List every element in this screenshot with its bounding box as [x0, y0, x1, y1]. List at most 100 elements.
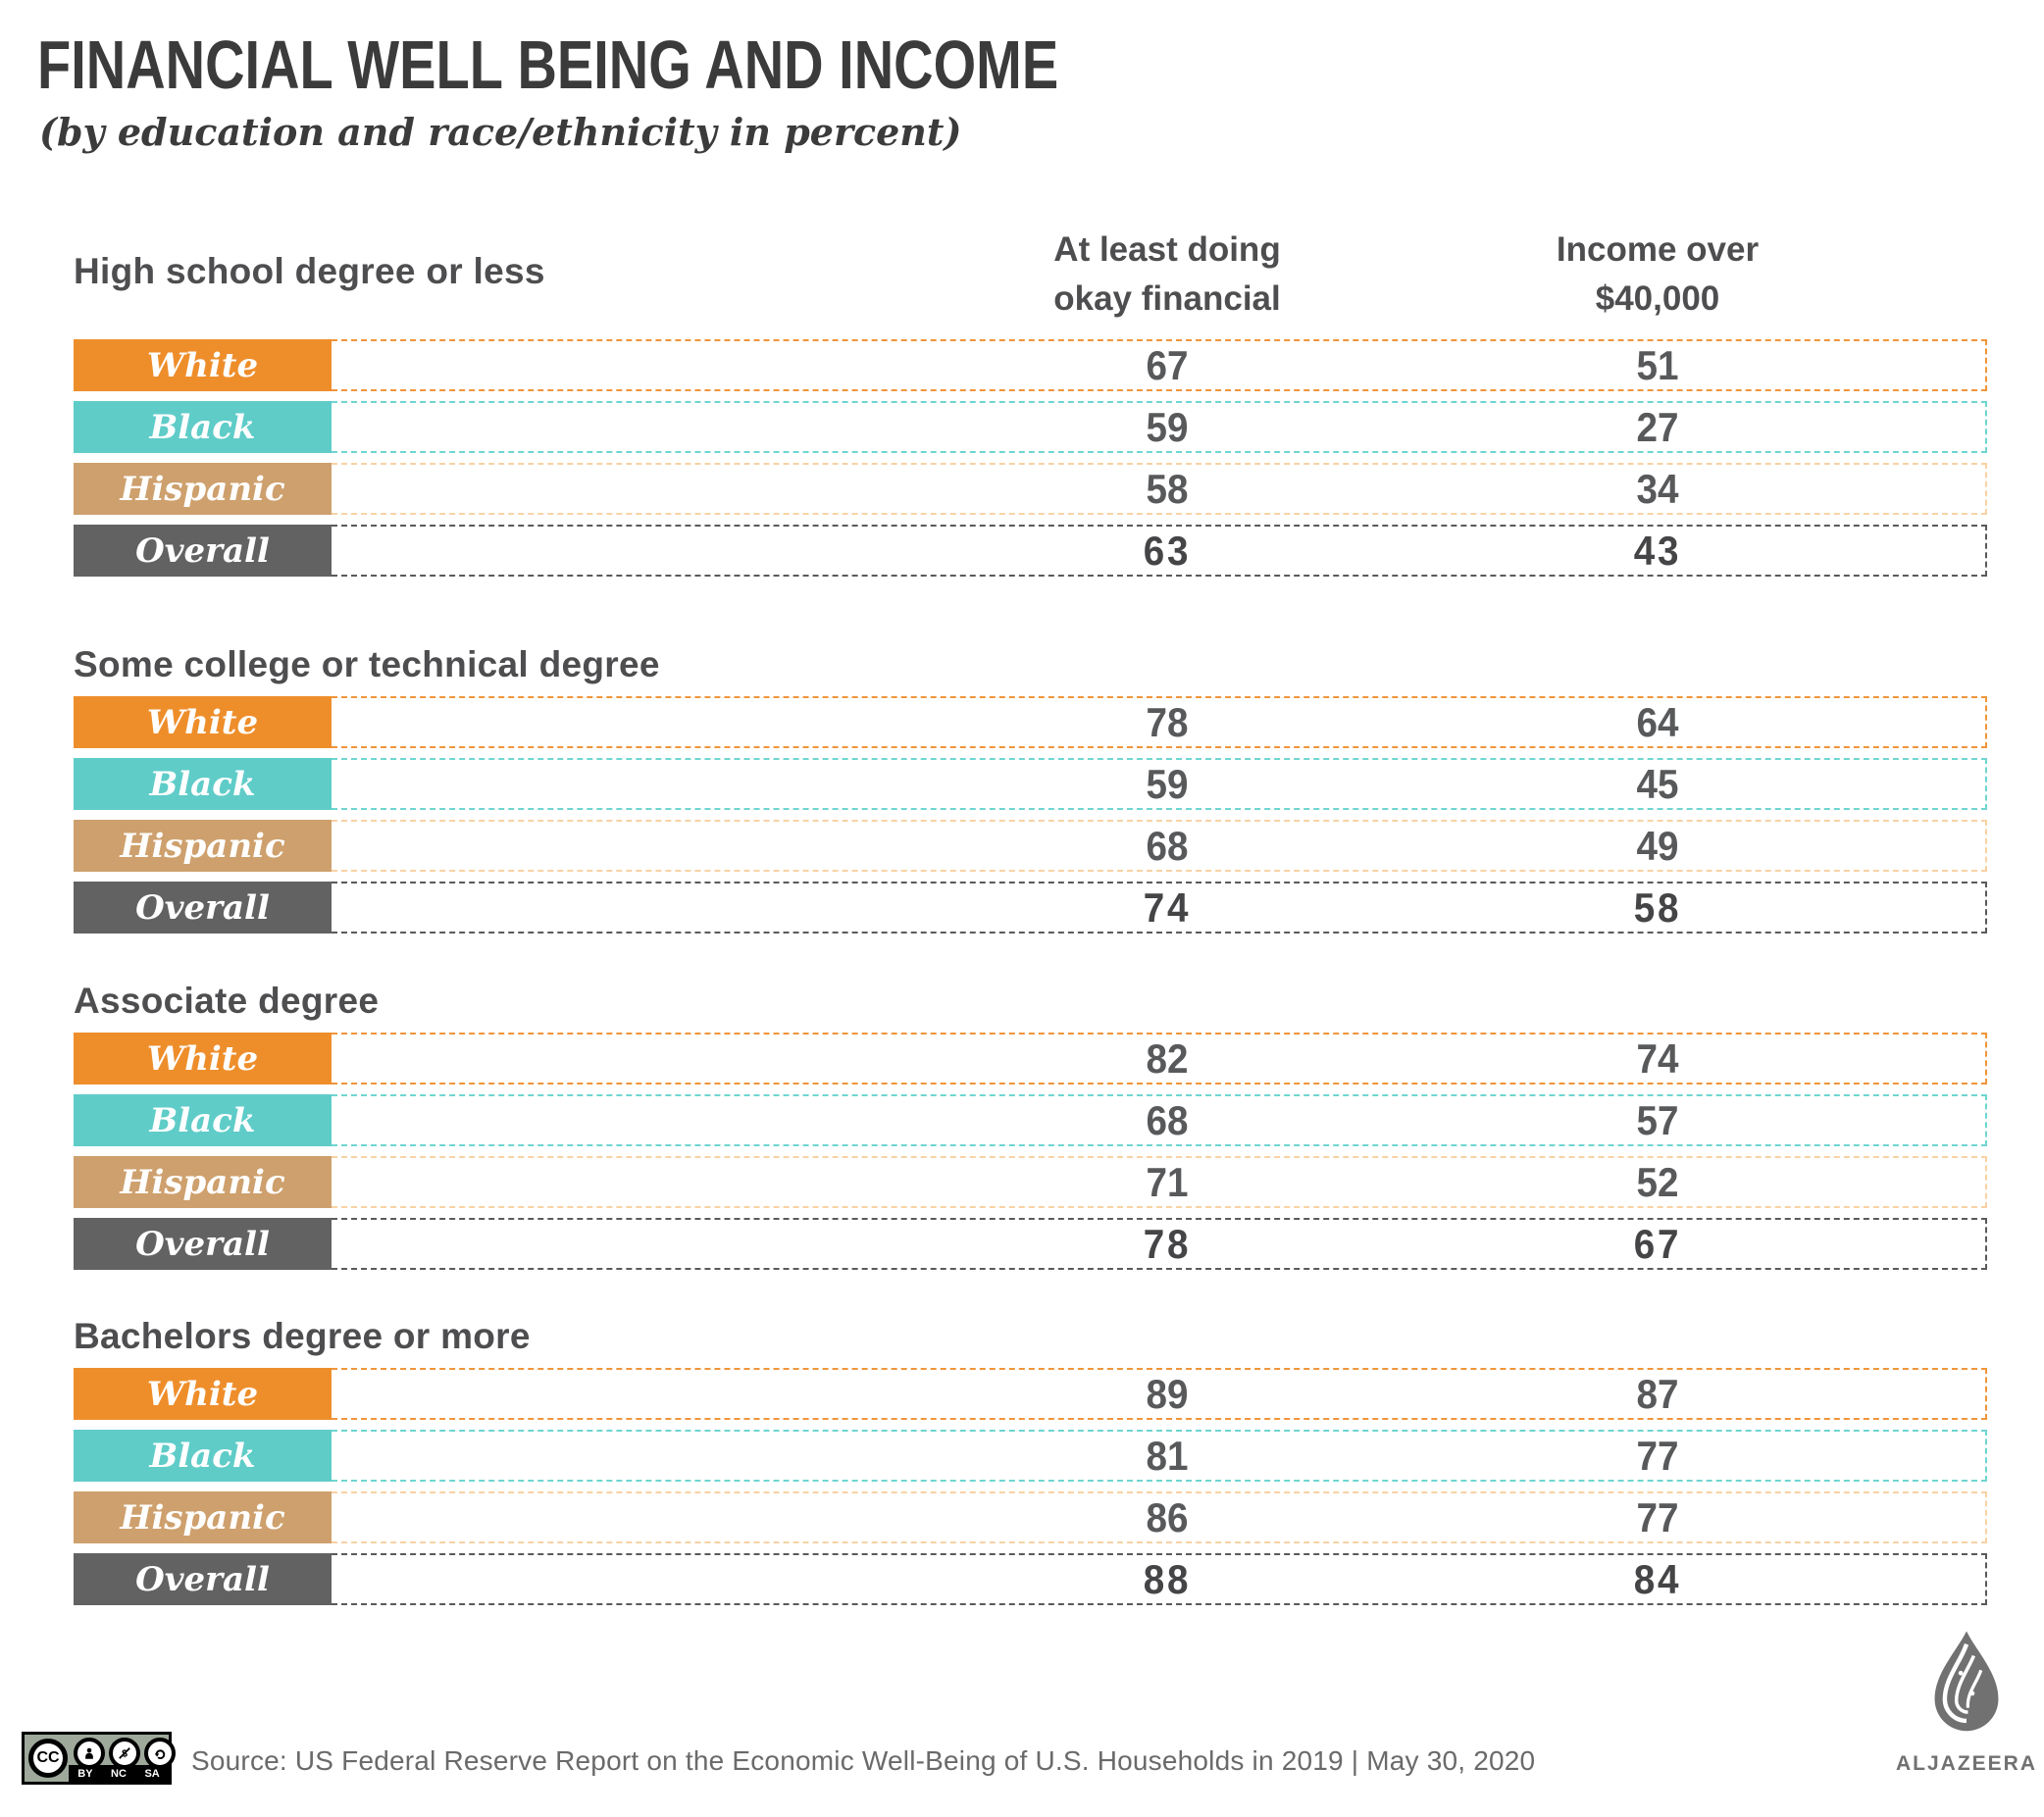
value-income-over-40k: 51 [1636, 341, 1679, 388]
cc-license-labels: BY NC SA [69, 1765, 169, 1782]
value-okay-financial: 59 [1146, 760, 1189, 807]
value-income-over-40k: 77 [1636, 1432, 1679, 1479]
value-okay-financial: 78 [1146, 698, 1189, 745]
row-label: White [74, 1368, 332, 1420]
row-label: Hispanic [74, 463, 332, 515]
value-income-over-40k: 64 [1636, 698, 1679, 745]
row-dashed-outline [332, 1491, 1987, 1543]
value-okay-financial: 86 [1146, 1493, 1189, 1540]
row-label: Overall [74, 882, 332, 934]
section-title-bachelors: Bachelors degree or more [74, 1316, 531, 1356]
value-income-over-40k: 27 [1636, 403, 1679, 450]
value-okay-financial: 78 [1143, 1220, 1192, 1267]
table-row-hispanic: Hispanic 68 49 [74, 820, 1987, 872]
table-row-white: White 67 51 [74, 339, 1987, 391]
row-dashed-outline [332, 882, 1987, 934]
row-label: Overall [74, 1553, 332, 1605]
aljazeera-wordmark: ALJAZEERA [1895, 1752, 2037, 1775]
table-row-overall: Overall 88 84 [74, 1553, 1987, 1605]
row-label: White [74, 696, 332, 748]
value-okay-financial: 63 [1143, 527, 1192, 574]
row-label: Black [74, 1094, 332, 1146]
row-dashed-outline [332, 1430, 1987, 1482]
row-dashed-outline [332, 525, 1987, 577]
column-header-income-over-40k: Income over $40,000 [1556, 230, 1760, 318]
row-label: Hispanic [74, 1156, 332, 1208]
cc-nc-no-dollar-icon: $ [109, 1738, 140, 1769]
section-title-high-school: High school degree or less [74, 251, 545, 291]
row-label: Overall [74, 1218, 332, 1270]
value-okay-financial: 71 [1146, 1158, 1189, 1205]
cc-by-person-icon [74, 1738, 105, 1769]
value-income-over-40k: 52 [1636, 1158, 1679, 1205]
table-row-overall: Overall 74 58 [74, 882, 1987, 934]
table-row-black: Black 81 77 [74, 1430, 1987, 1482]
row-label: Black [74, 758, 332, 810]
row-dashed-outline [332, 820, 1987, 872]
page-subtitle: (by education and race/ethnicity in perc… [39, 110, 962, 154]
creative-commons-badge: CC $ BY NC SA [22, 1732, 176, 1785]
value-okay-financial: 88 [1143, 1555, 1192, 1602]
cc-icon: CC [28, 1739, 68, 1778]
table-row-black: Black 59 27 [74, 401, 1987, 453]
row-label: Black [74, 401, 332, 453]
value-okay-financial: 82 [1146, 1035, 1189, 1082]
row-dashed-outline [332, 339, 1987, 391]
column-header-okay-financial: At least doing okay financial [1053, 230, 1281, 318]
row-dashed-outline [332, 1033, 1987, 1085]
row-label: Overall [74, 525, 332, 577]
aljazeera-logo-icon [1934, 1631, 1999, 1732]
row-dashed-outline [332, 1218, 1987, 1270]
section-title-associate: Associate degree [74, 981, 380, 1021]
table-row-white: White 78 64 [74, 696, 1987, 748]
table-row-white: White 82 74 [74, 1033, 1987, 1085]
value-okay-financial: 89 [1146, 1370, 1189, 1417]
page-title: FINANCIAL WELL BEING AND INCOME [37, 26, 1059, 103]
value-okay-financial: 67 [1146, 341, 1189, 388]
row-dashed-outline [332, 1553, 1987, 1605]
value-income-over-40k: 45 [1636, 760, 1679, 807]
aljazeera-brand: ALJAZEERA [1893, 1630, 2040, 1776]
value-income-over-40k: 34 [1636, 465, 1679, 512]
table-row-hispanic: Hispanic 86 77 [74, 1491, 1987, 1543]
row-label: White [74, 1033, 332, 1085]
value-income-over-40k: 87 [1636, 1370, 1679, 1417]
value-okay-financial: 74 [1143, 883, 1192, 931]
value-income-over-40k: 49 [1636, 822, 1679, 869]
section-title-some-college: Some college or technical degree [74, 644, 660, 684]
row-dashed-outline [332, 401, 1987, 453]
value-income-over-40k: 57 [1636, 1096, 1679, 1143]
cc-nc-label: NC [111, 1767, 127, 1780]
value-income-over-40k: 84 [1633, 1555, 1682, 1602]
row-dashed-outline [332, 696, 1987, 748]
table-row-hispanic: Hispanic 58 34 [74, 463, 1987, 515]
row-dashed-outline [332, 463, 1987, 515]
value-income-over-40k: 58 [1633, 883, 1682, 931]
row-label: Hispanic [74, 1491, 332, 1543]
table-row-black: Black 68 57 [74, 1094, 1987, 1146]
row-dashed-outline [332, 1094, 1987, 1146]
value-income-over-40k: 74 [1636, 1035, 1679, 1082]
row-dashed-outline [332, 1156, 1987, 1208]
table-row-overall: Overall 63 43 [74, 525, 1987, 577]
value-okay-financial: 58 [1146, 465, 1189, 512]
value-okay-financial: 68 [1146, 822, 1189, 869]
value-okay-financial: 81 [1146, 1432, 1189, 1479]
row-label: Black [74, 1430, 332, 1482]
table-row-overall: Overall 78 67 [74, 1218, 1987, 1270]
row-label: White [74, 339, 332, 391]
cc-sa-share-alike-icon [144, 1738, 176, 1769]
value-income-over-40k: 67 [1633, 1220, 1682, 1267]
table-row-hispanic: Hispanic 71 52 [74, 1156, 1987, 1208]
table-row-white: White 89 87 [74, 1368, 1987, 1420]
row-dashed-outline [332, 758, 1987, 810]
value-income-over-40k: 43 [1633, 527, 1682, 574]
cc-sa-label: SA [144, 1767, 160, 1780]
value-okay-financial: 68 [1146, 1096, 1189, 1143]
cc-by-label: BY [77, 1767, 93, 1780]
value-income-over-40k: 77 [1636, 1493, 1679, 1540]
table-row-black: Black 59 45 [74, 758, 1987, 810]
value-okay-financial: 59 [1146, 403, 1189, 450]
row-label: Hispanic [74, 820, 332, 872]
